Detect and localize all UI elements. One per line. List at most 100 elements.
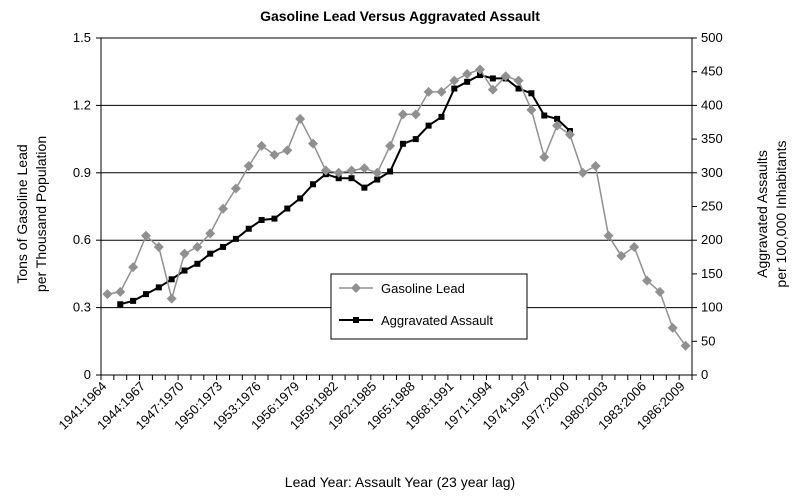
left-tick-label: 0 [84,367,91,382]
series-line-gasoline-lead [107,68,687,347]
point-gasoline-lead [487,84,498,95]
point-gasoline-lead [256,140,267,151]
point-gasoline-lead [590,161,601,172]
point-gasoline-lead [680,340,691,351]
point-gasoline-lead [577,167,588,178]
point-aggravated-assault [515,85,522,92]
point-gasoline-lead [436,86,447,97]
legend-label-gasoline-lead: Gasoline Lead [381,281,465,296]
point-aggravated-assault [541,112,548,119]
point-aggravated-assault [554,115,561,122]
point-gasoline-lead [192,241,203,252]
right-axis-title-line2: per 100,000 Inhabitants [773,140,789,287]
left-tick-label: 0.3 [73,300,91,315]
point-aggravated-assault [361,184,368,191]
point-gasoline-lead [385,140,396,151]
point-aggravated-assault [489,75,496,82]
point-gasoline-lead [642,275,653,286]
point-aggravated-assault [528,90,535,97]
point-aggravated-assault [258,216,265,223]
point-gasoline-lead [410,109,421,120]
point-aggravated-assault [425,122,432,129]
point-gasoline-lead [462,68,473,79]
point-aggravated-assault [438,113,445,120]
point-gasoline-lead [320,165,331,176]
point-aggravated-assault [284,205,291,212]
point-aggravated-assault [155,284,162,291]
left-tick-label: 1.2 [73,97,91,112]
point-gasoline-lead [140,230,151,241]
point-aggravated-assault [181,267,188,274]
right-tick-label: 500 [701,30,723,45]
point-gasoline-lead [372,167,383,178]
point-aggravated-assault [207,250,214,257]
point-aggravated-assault [399,140,406,147]
right-tick-label: 350 [701,131,723,146]
point-aggravated-assault [297,195,304,202]
right-axis-title: Aggravated Assaults per 100,000 Inhabita… [754,140,789,287]
right-axis-title-line1: Aggravated Assaults [754,150,770,278]
right-tick-label: 300 [701,165,723,180]
point-gasoline-lead [282,145,293,156]
right-tick-label: 200 [701,232,723,247]
left-axis-title-line1: Tons of Gasoline Lead [14,144,30,283]
left-tick-label: 1.5 [73,30,91,45]
point-aggravated-assault [348,175,355,182]
left-axis-ticks: 0 0.3 0.6 0.9 1.2 1.5 [73,30,101,382]
point-gasoline-lead [218,203,229,214]
point-gasoline-lead [346,165,357,176]
point-aggravated-assault [477,72,484,79]
point-gasoline-lead [243,161,254,172]
left-tick-label: 0.6 [73,232,91,247]
right-tick-label: 450 [701,64,723,79]
point-aggravated-assault [117,301,124,308]
point-gasoline-lead [552,120,563,131]
right-tick-label: 0 [701,367,708,382]
point-aggravated-assault [245,225,252,232]
point-gasoline-lead [526,104,537,115]
point-gasoline-lead [230,183,241,194]
legend-label-aggravated-assault: Aggravated Assault [381,313,493,328]
point-gasoline-lead [102,289,113,300]
point-gasoline-lead [500,71,511,82]
point-gasoline-lead [564,129,575,140]
point-aggravated-assault [464,78,471,85]
point-gasoline-lead [629,241,640,252]
point-gasoline-lead [475,64,486,75]
point-gasoline-lead [179,248,190,259]
series-line-aggravated-assault [120,74,571,306]
right-tick-label: 250 [701,199,723,214]
point-gasoline-lead [616,250,627,261]
left-axis-title-line2: per Thousand Population [33,136,49,292]
point-gasoline-lead [153,241,164,252]
right-axis-ticks: 0 50 100 150 200 250 300 350 400 450 500 [692,30,723,382]
right-tick-label: 50 [701,333,715,348]
x-axis-ticks: 1941:19641944:19671947:19701950:19731953… [55,375,693,433]
point-gasoline-lead [205,228,216,239]
point-gasoline-lead [603,230,614,241]
point-aggravated-assault [374,176,381,183]
point-aggravated-assault [451,85,458,92]
point-aggravated-assault [194,260,201,267]
point-gasoline-lead [423,86,434,97]
point-aggravated-assault [309,181,316,188]
point-gasoline-lead [166,293,177,304]
point-aggravated-assault [130,297,137,304]
point-gasoline-lead [667,322,678,333]
x-axis-title: Lead Year: Assault Year (23 year lag) [285,474,515,490]
point-aggravated-assault [387,168,394,175]
point-aggravated-assault [168,276,175,283]
point-gasoline-lead [539,152,550,163]
left-tick-label: 0.9 [73,165,91,180]
point-gasoline-lead [449,75,460,86]
point-gasoline-lead [513,75,524,86]
legend: Gasoline Lead Aggravated Assault [330,273,528,340]
point-aggravated-assault [220,243,227,250]
point-aggravated-assault [271,215,278,222]
point-aggravated-assault [412,136,419,143]
right-tick-label: 400 [701,97,723,112]
point-gasoline-lead [307,138,318,149]
series-layer [102,64,691,351]
point-gasoline-lead [269,149,280,160]
